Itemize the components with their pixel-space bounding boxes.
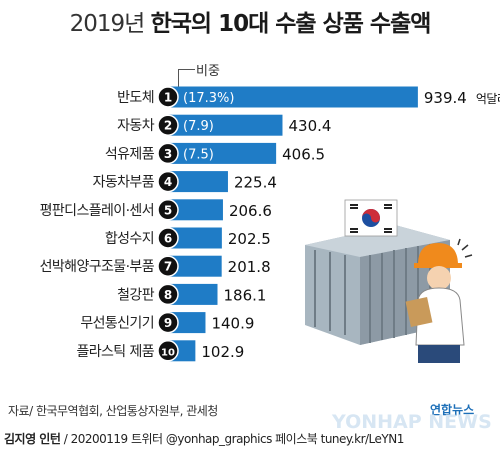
rank-badge: [157, 142, 179, 165]
category-label: 평판디스플레이·센서: [40, 203, 154, 219]
category-label: 자동차부품: [93, 175, 155, 191]
rank-number: 9: [164, 316, 172, 330]
bar: [168, 255, 222, 277]
yonhap-logo: 연합뉴스 YONHAP NEWS: [322, 393, 498, 435]
bar: [168, 199, 223, 221]
rank-number: 2: [164, 119, 172, 133]
bar: [168, 283, 218, 305]
share-legend-label: 비중: [196, 64, 220, 79]
category-label: 선박해양구조물·부품: [40, 259, 155, 275]
title-year: 2019년: [69, 11, 146, 37]
share-label: (7.9): [183, 119, 214, 134]
category-label: 무선통신기기: [80, 316, 154, 332]
bar-chart: 반도체 1 (17.3%) 939.4 억달러자동차 2 (7.9) 430.4 석유제품 3 (7…: [40, 86, 500, 362]
value-label: 939.4: [424, 89, 467, 107]
worker-icon: [405, 238, 473, 363]
rank-number: 6: [164, 232, 172, 246]
category-label: 철강판: [117, 287, 155, 303]
share-label: (17.3%): [183, 91, 234, 106]
rank-badge: [157, 227, 179, 249]
value-label: 140.9: [211, 315, 254, 333]
value-label: 102.9: [201, 343, 244, 361]
bar: [168, 171, 228, 193]
value-label: 206.6: [229, 202, 272, 220]
chart-title: 2019년 한국의 10대 수출 상품 수출액: [0, 4, 500, 38]
logo-korean: 연합뉴스: [430, 403, 475, 417]
bar: [168, 142, 277, 164]
rank-badge: [157, 114, 179, 136]
value-label: 430.4: [288, 117, 331, 135]
value-label: 225.4: [234, 174, 277, 192]
unit-label: 억달러: [476, 92, 500, 106]
rank-badge: [157, 199, 179, 221]
share-label: (7.5): [183, 147, 214, 162]
worker-container-illustration: [305, 199, 473, 363]
credit-text: / 20200119 트위터 @yonhap_graphics 페이스북 tun…: [60, 432, 405, 446]
category-label: 합성수지: [105, 231, 154, 247]
title-main: 한국의 10대 수출 상품 수출액: [150, 11, 432, 37]
value-label: 201.8: [228, 258, 271, 276]
bar: [168, 227, 222, 249]
rank-number: 4: [164, 175, 172, 189]
share-legend-line: [178, 69, 195, 88]
rank-number: 7: [164, 260, 172, 274]
rank-badge: [157, 255, 179, 277]
rank-badge: [157, 283, 179, 306]
source-note: 자료/ 한국무역협회, 산업통상자원부, 관세청: [8, 404, 218, 418]
author-name: 김지영 인턴: [4, 432, 61, 446]
rank-badge: [157, 170, 179, 193]
value-label: 406.5: [282, 145, 325, 163]
rank-badge: [157, 311, 179, 334]
credit-line: 김지영 인턴 / 20200119 트위터 @yonhap_graphics 페…: [4, 430, 404, 447]
logo-english: YONHAP NEWS: [332, 411, 492, 433]
category-label: 석유제품: [105, 146, 155, 162]
rank-number: 5: [164, 203, 172, 217]
value-label: 202.5: [228, 230, 271, 248]
bar: [168, 86, 418, 108]
value-label: 186.1: [224, 286, 267, 304]
rank-number: 8: [164, 288, 172, 302]
rank-badge: [157, 86, 179, 108]
rank-number: 1: [164, 91, 172, 105]
rank-badge: [157, 340, 179, 362]
category-label: 플라스틱 제품: [76, 344, 154, 360]
category-label: 자동차: [117, 118, 155, 134]
bar: [168, 114, 283, 136]
rank-number: 3: [164, 147, 172, 161]
category-label: 반도체: [117, 90, 154, 106]
korean-flag-icon: [344, 199, 398, 237]
rank-number: 10: [161, 347, 175, 358]
